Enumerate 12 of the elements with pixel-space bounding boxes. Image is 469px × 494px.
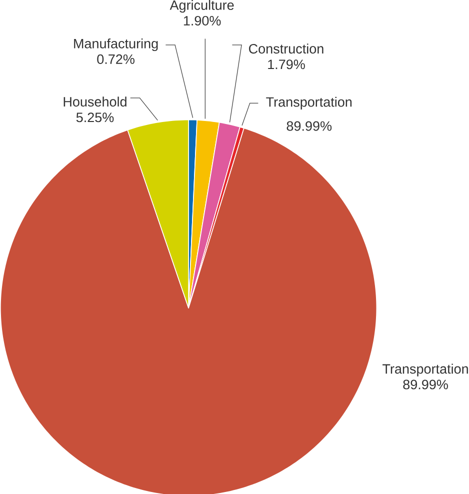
slice-label: Manufacturing	[74, 38, 158, 52]
data-label: 1.79%	[268, 60, 306, 70]
data-label: 1.90%	[184, 16, 221, 26]
slice-label: Transportation	[382, 364, 468, 376]
data-label: 5.25%	[76, 112, 114, 122]
data-label: 89.99%	[403, 380, 448, 390]
slice-label: Construction	[249, 44, 324, 54]
text: Transportation	[266, 96, 352, 110]
data-label: 0.72%	[97, 54, 135, 64]
slice-label: Household	[64, 96, 126, 107]
text: 89.99%	[286, 121, 332, 131]
slice-label: Agriculture	[170, 0, 234, 13]
